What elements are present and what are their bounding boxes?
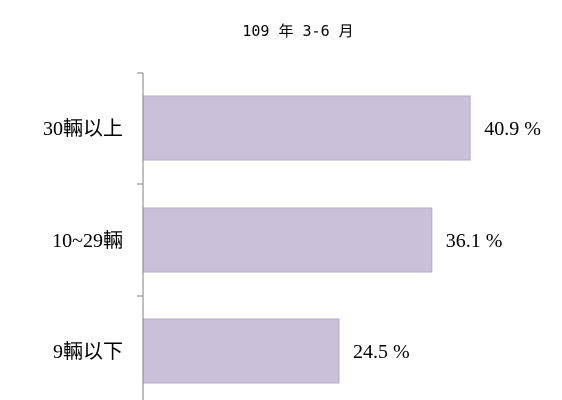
bar [142, 207, 433, 273]
category-tick-label: 10~29輛 [52, 229, 123, 252]
category-tick-label: 9輛以下 [53, 340, 123, 363]
category-tick-label: 30輛以上 [43, 117, 123, 140]
labels-layer: 30輛以上 40.9 % 10~29輛 36.1 % 9輛以下 24.5 % [43, 117, 541, 363]
chart-title: 109 年 3-6 月 [242, 22, 353, 40]
bar [142, 318, 340, 384]
data-label: 24.5 % [353, 341, 410, 363]
y-axis [137, 72, 144, 400]
bar [142, 95, 471, 161]
bars-layer [142, 95, 471, 384]
data-label: 36.1 % [446, 230, 503, 252]
data-label: 40.9 % [484, 118, 541, 140]
